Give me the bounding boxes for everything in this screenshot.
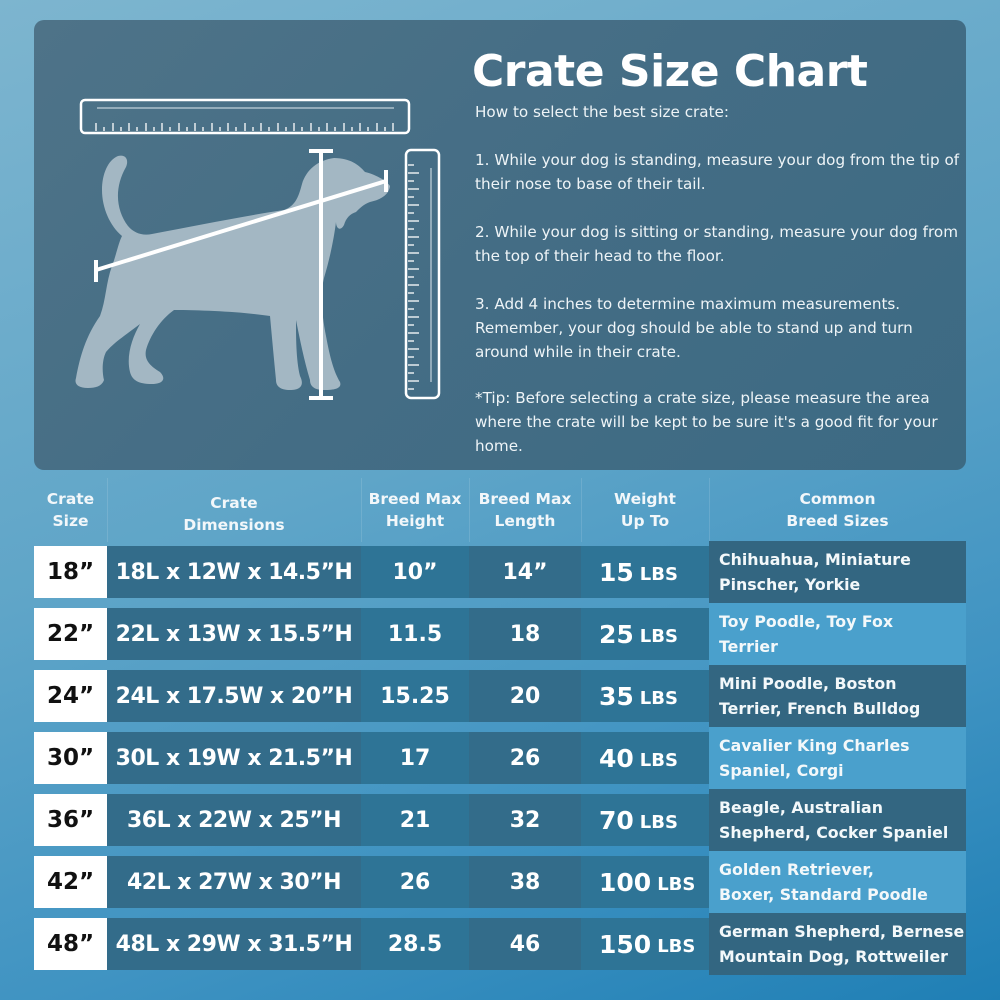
instruction-tip: *Tip: Before selecting a crate size, ple… [475, 389, 938, 455]
cell-max-length: 20 [469, 670, 581, 722]
cell-crate-size: 30” [34, 732, 107, 784]
height-measure-line-icon [309, 149, 333, 400]
cell-dimensions: 36L x 22W x 25”H [107, 794, 361, 846]
page-title: Crate Size Chart [472, 46, 868, 97]
cell-max-height: 11.5 [361, 608, 469, 660]
cell-max-height: 10” [361, 546, 469, 598]
cell-breeds: Beagle, Australian Shepherd, Cocker Spani… [709, 789, 966, 851]
table-row: 48” 48L x 29W x 31.5”H 28.5 46 150 LBS Ge… [34, 913, 966, 975]
cell-max-length: 46 [469, 918, 581, 970]
vertical-ruler-icon [404, 148, 441, 400]
cell-weight: 100 LBS [581, 856, 709, 908]
table-row: 22” 22L x 13W x 15.5”H 11.5 18 25 LBS Toy… [34, 603, 966, 665]
cell-crate-size: 22” [34, 608, 107, 660]
cell-max-height: 17 [361, 732, 469, 784]
table-row: 36” 36L x 22W x 25”H 21 32 70 LBS Beagle,… [34, 789, 966, 851]
table-row: 42” 42L x 27W x 30”H 26 38 100 LBS Golden… [34, 851, 966, 913]
cell-max-length: 18 [469, 608, 581, 660]
cell-weight: 35 LBS [581, 670, 709, 722]
cell-weight: 25 LBS [581, 608, 709, 660]
cell-max-height: 21 [361, 794, 469, 846]
column-header-max-height: Breed Max Height [368, 490, 462, 530]
subtitle: How to select the best size crate: [475, 103, 730, 121]
cell-max-height: 26 [361, 856, 469, 908]
cell-breeds: Cavalier King Charles Spaniel, Corgi [709, 727, 966, 789]
instruction-step-3: 3. Add 4 inches to determine maximum mea… [475, 295, 913, 361]
cell-max-length: 32 [469, 794, 581, 846]
cell-crate-size: 42” [34, 856, 107, 908]
cell-max-height: 28.5 [361, 918, 469, 970]
column-header-breeds: Common Breed Sizes [786, 490, 889, 530]
column-header-dimensions: Crate Dimensions [183, 494, 285, 534]
instructions: How to select the best size crate: 1. Wh… [475, 100, 965, 482]
divider [581, 478, 582, 542]
horizontal-ruler-icon [79, 98, 411, 135]
cell-breeds: German Shepherd, Bernese Mountain Dog, Ro… [709, 913, 966, 975]
cell-dimensions: 42L x 27W x 30”H [107, 856, 361, 908]
column-header-weight: Weight Up To [614, 490, 676, 530]
cell-max-length: 38 [469, 856, 581, 908]
cell-dimensions: 18L x 12W x 14.5”H [107, 546, 361, 598]
cell-crate-size: 48” [34, 918, 107, 970]
column-header-max-length: Breed Max Length [478, 490, 572, 530]
cell-weight: 15 LBS [581, 546, 709, 598]
cell-crate-size: 18” [34, 546, 107, 598]
cell-breeds: Chihuahua, Miniature Pinscher, Yorkie [709, 541, 966, 603]
instruction-step-1: 1. While your dog is standing, measure y… [475, 151, 960, 193]
dog-silhouette-icon [75, 155, 390, 390]
column-header-size: Crate Size [46, 490, 95, 530]
divider [709, 478, 710, 542]
cell-dimensions: 24L x 17.5W x 20”H [107, 670, 361, 722]
table-row: 18” 18L x 12W x 14.5”H 10” 14” 15 LBS Chi… [34, 541, 966, 603]
table-row: 24” 24L x 17.5W x 20”H 15.25 20 35 LBS Mi… [34, 665, 966, 727]
table-row: 30” 30L x 19W x 21.5”H 17 26 40 LBS Caval… [34, 727, 966, 789]
cell-weight: 40 LBS [581, 732, 709, 784]
instruction-step-2: 2. While your dog is sitting or standing… [475, 223, 958, 265]
dog-measurement-illustration [75, 98, 441, 400]
cell-dimensions: 30L x 19W x 21.5”H [107, 732, 361, 784]
divider [469, 478, 470, 542]
info-panel: Crate Size Chart How to select the best … [34, 20, 966, 470]
cell-max-height: 15.25 [361, 670, 469, 722]
cell-weight: 150 LBS [581, 918, 709, 970]
cell-dimensions: 22L x 13W x 15.5”H [107, 608, 361, 660]
cell-crate-size: 36” [34, 794, 107, 846]
cell-breeds: Golden Retriever, Boxer, Standard Poodle [709, 851, 966, 913]
cell-max-length: 26 [469, 732, 581, 784]
cell-max-length: 14” [469, 546, 581, 598]
divider [107, 478, 108, 542]
cell-crate-size: 24” [34, 670, 107, 722]
cell-breeds: Toy Poodle, Toy Fox Terrier [709, 603, 966, 665]
divider [361, 478, 362, 542]
length-measure-line-icon [94, 170, 388, 282]
cell-weight: 70 LBS [581, 794, 709, 846]
cell-breeds: Mini Poodle, Boston Terrier, French Bulld… [709, 665, 966, 727]
cell-dimensions: 48L x 29W x 31.5”H [107, 918, 361, 970]
